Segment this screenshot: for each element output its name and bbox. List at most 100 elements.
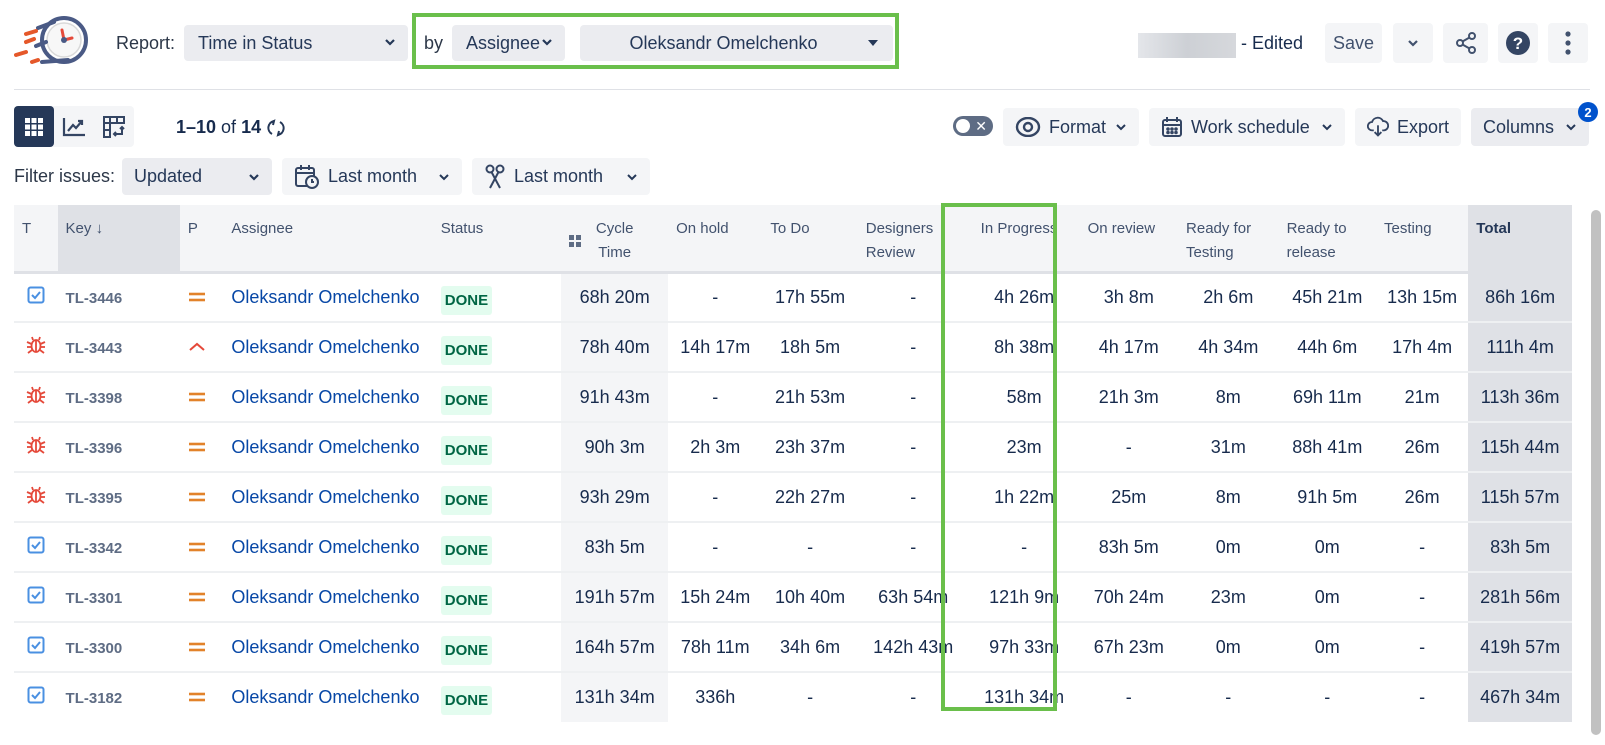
issue-key[interactable]: TL-3396 — [65, 439, 123, 457]
issue-key[interactable]: TL-3182 — [65, 690, 123, 707]
chart-view-button[interactable] — [54, 106, 94, 147]
assignee-link[interactable]: Oleksandr Omelchenko — [231, 336, 420, 357]
assignee-cell[interactable]: Oleksandr Omelchenko — [223, 471, 433, 522]
assignee-cell[interactable]: Oleksandr Omelchenko — [223, 671, 433, 722]
in-progress-cell: 1h 22m — [968, 471, 1080, 522]
key-cell[interactable]: TL-3396 — [57, 421, 180, 472]
time-in-status-table: T Key ↓ P Assignee Status Cycle Time On … — [14, 205, 1572, 745]
col-header-ready-for-testing[interactable]: Ready for Testing — [1178, 205, 1279, 272]
col-header-key[interactable]: Key ↓ — [57, 205, 180, 272]
table-row[interactable]: TL-3446 Oleksandr Omelchenko DONE 68h 20… — [14, 270, 1572, 322]
story-icon — [27, 586, 45, 603]
assignee-link[interactable]: Oleksandr Omelchenko — [231, 436, 420, 457]
col-header-total[interactable]: Total — [1468, 205, 1572, 272]
on-hold-cell: 336h — [668, 671, 763, 722]
key-cell[interactable]: TL-3398 — [57, 371, 180, 422]
report-type-select[interactable]: Time in Status — [184, 25, 408, 61]
key-cell[interactable]: TL-3395 — [57, 471, 180, 522]
key-cell[interactable]: TL-3301 — [57, 571, 180, 622]
vertical-scrollbar[interactable] — [1591, 210, 1601, 735]
table-row[interactable]: TL-3443 Oleksandr Omelchenko DONE 78h 40… — [14, 321, 1572, 372]
col-header-in-progress[interactable]: In Progress — [968, 205, 1080, 272]
todo-cell: 23h 37m — [762, 421, 858, 472]
format-button[interactable]: Format — [1003, 108, 1139, 146]
col-header-todo[interactable]: To Do — [762, 205, 858, 272]
status-cell: DONE — [432, 421, 562, 472]
key-cell[interactable]: TL-3342 — [57, 521, 180, 572]
table-row[interactable]: TL-3342 Oleksandr Omelchenko DONE 83h 5m… — [14, 521, 1572, 572]
resolved-date-filter[interactable]: Last month — [472, 158, 650, 195]
col-header-status[interactable]: Status — [432, 205, 562, 272]
assignee-cell[interactable]: Oleksandr Omelchenko — [223, 571, 433, 622]
grid-icon — [25, 117, 43, 136]
export-button[interactable]: Export — [1355, 108, 1461, 146]
col-header-on-hold[interactable]: On hold — [668, 205, 763, 272]
table-row[interactable]: TL-3395 Oleksandr Omelchenko DONE 93h 29… — [14, 471, 1572, 522]
work-schedule-button[interactable]: Work schedule — [1149, 108, 1345, 146]
created-date-filter[interactable]: Last month — [282, 158, 462, 195]
save-options-button[interactable] — [1393, 23, 1433, 63]
story-icon — [27, 536, 45, 553]
table-row[interactable]: TL-3398 Oleksandr Omelchenko DONE 91h 43… — [14, 371, 1572, 422]
drag-handle-icon[interactable] — [569, 235, 582, 247]
key-cell[interactable]: TL-3446 — [57, 270, 180, 322]
assignee-link[interactable]: Oleksandr Omelchenko — [231, 687, 420, 707]
pivot-view-button[interactable] — [94, 106, 134, 147]
share-button[interactable] — [1443, 23, 1488, 63]
col-header-priority[interactable]: P — [179, 205, 224, 272]
issue-key[interactable]: TL-3446 — [65, 289, 123, 307]
bug-icon — [26, 486, 46, 504]
user-select[interactable]: Oleksandr Omelchenko — [580, 25, 893, 61]
assignee-link[interactable]: Oleksandr Omelchenko — [231, 536, 420, 557]
assignee-link[interactable]: Oleksandr Omelchenko — [231, 386, 420, 407]
filter-field-select[interactable]: Updated — [122, 158, 272, 195]
group-by-select[interactable]: Assignee — [452, 25, 565, 61]
assignee-cell[interactable]: Oleksandr Omelchenko — [223, 421, 433, 472]
assignee-cell[interactable]: Oleksandr Omelchenko — [223, 371, 433, 422]
issue-key[interactable]: TL-3342 — [65, 539, 123, 557]
col-header-type[interactable]: T — [14, 205, 58, 272]
help-button[interactable]: ? — [1498, 23, 1538, 63]
issue-key[interactable]: TL-3300 — [65, 639, 123, 657]
status-badge: DONE — [440, 635, 493, 665]
table-row[interactable]: TL-3182 Oleksandr Omelchenko DONE 131h 3… — [14, 671, 1572, 722]
save-button[interactable]: Save — [1325, 23, 1382, 63]
issue-key[interactable]: TL-3398 — [65, 389, 123, 407]
page-total: 14 — [241, 117, 262, 137]
assignee-cell[interactable]: Oleksandr Omelchenko — [223, 521, 433, 572]
refresh-icon[interactable] — [266, 118, 286, 138]
key-cell[interactable]: TL-3182 — [57, 671, 180, 722]
assignee-link[interactable]: Oleksandr Omelchenko — [231, 286, 420, 307]
grid-view-button[interactable] — [14, 106, 54, 147]
col-header-cycle-time[interactable]: Cycle Time — [561, 205, 669, 272]
table-row[interactable]: TL-3301 Oleksandr Omelchenko DONE 191h 5… — [14, 571, 1572, 622]
key-cell[interactable]: TL-3300 — [57, 621, 180, 672]
ready-for-testing-cell: 4h 34m — [1178, 321, 1279, 372]
more-options-button[interactable] — [1548, 23, 1588, 63]
testing-cell: - — [1376, 521, 1469, 572]
assignee-cell[interactable]: Oleksandr Omelchenko — [223, 621, 433, 672]
issue-key[interactable]: TL-3443 — [65, 339, 123, 357]
table-row[interactable]: TL-3396 Oleksandr Omelchenko DONE 90h 3m… — [14, 421, 1572, 472]
assignee-cell[interactable]: Oleksandr Omelchenko — [223, 321, 433, 372]
on-review-cell: 25m — [1079, 471, 1179, 522]
assignee-link[interactable]: Oleksandr Omelchenko — [231, 586, 420, 607]
issue-key[interactable]: TL-3395 — [65, 489, 123, 507]
key-cell[interactable]: TL-3443 — [57, 321, 180, 372]
assignee-link[interactable]: Oleksandr Omelchenko — [231, 486, 420, 507]
issue-key[interactable]: TL-3301 — [65, 589, 123, 607]
col-header-on-review[interactable]: On review — [1079, 205, 1179, 272]
chevron-down-icon — [385, 39, 395, 46]
toggle-switch[interactable]: ✕ — [953, 116, 993, 136]
cycle-time-cell: 131h 34m — [561, 671, 669, 722]
assignee-cell[interactable]: Oleksandr Omelchenko — [223, 270, 433, 322]
columns-button[interactable]: Columns — [1471, 108, 1589, 146]
col-header-testing[interactable]: Testing — [1376, 205, 1469, 272]
testing-cell: - — [1376, 621, 1469, 672]
col-header-assignee[interactable]: Assignee — [223, 205, 433, 272]
col-header-designers-review[interactable]: Designers Review — [857, 205, 969, 272]
total-cell: 111h 4m — [1468, 321, 1572, 372]
assignee-link[interactable]: Oleksandr Omelchenko — [231, 636, 420, 657]
table-row[interactable]: TL-3300 Oleksandr Omelchenko DONE 164h 5… — [14, 621, 1572, 672]
col-header-ready-to-release[interactable]: Ready to release — [1278, 205, 1377, 272]
